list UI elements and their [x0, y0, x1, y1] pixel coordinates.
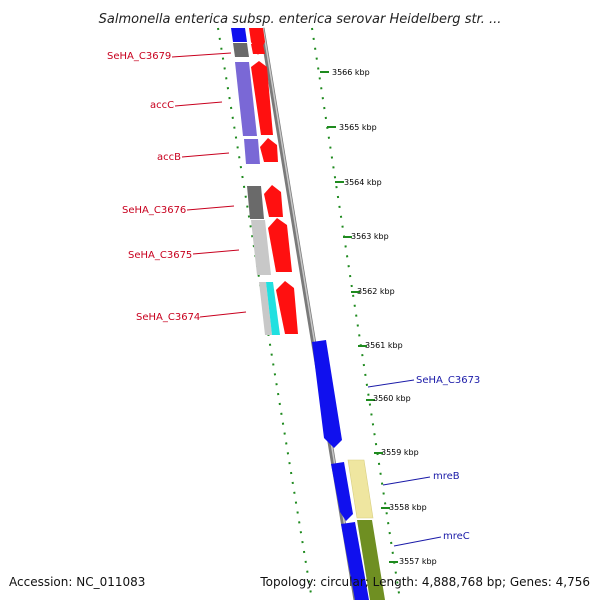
gene-label-seha-c3679[interactable]: SeHA_C3679	[107, 51, 171, 62]
kbp-label: 3562 kbp	[357, 287, 395, 296]
gene-label-mrec[interactable]: mreC	[443, 531, 470, 542]
topology-text: Topology: circular; Length: 4,888,768 bp…	[259, 575, 590, 589]
gene-arrow-mrec[interactable]	[341, 522, 369, 600]
kbp-ticks	[320, 71, 398, 563]
gene-arrow-seha-c3679[interactable]	[251, 44, 265, 54]
gene-callout-accb[interactable]: accB	[157, 152, 230, 163]
gene-callout-seha-c3673[interactable]: SeHA_C3673	[367, 375, 480, 388]
kbp-label: 3563 kbp	[351, 232, 389, 241]
cog-bar-mreb[interactable]	[347, 459, 374, 519]
gene-label-seha-c3676[interactable]: SeHA_C3676	[122, 205, 186, 216]
gene-label-seha-c3674[interactable]: SeHA_C3674	[136, 312, 200, 323]
accession-text: Accession: NC_011083	[9, 575, 145, 589]
kbp-label: 3558 kbp	[389, 503, 427, 512]
gene-callout-seha-c3675[interactable]: SeHA_C3675	[128, 249, 240, 261]
gene-label-mreb[interactable]: mreB	[433, 471, 460, 482]
gene-callout-accc[interactable]: accC	[150, 100, 223, 111]
gene-callout-mreb[interactable]: mreB	[382, 471, 460, 486]
kbp-label: 3565 kbp	[339, 123, 377, 132]
gene-arrow-seha-c3676[interactable]	[264, 185, 283, 217]
gene-arrow-accb[interactable]	[260, 138, 278, 162]
cog-bar-mrec[interactable]	[357, 520, 385, 600]
gene-label-seha-c3675[interactable]: SeHA_C3675	[128, 250, 192, 261]
gene-arrow-accc[interactable]	[251, 61, 273, 135]
gene-callout-seha-c3679[interactable]: SeHA_C3679	[107, 51, 232, 62]
cog-bar-seha-c3674[interactable]	[259, 282, 280, 335]
gene-callout-mrec[interactable]: mreC	[393, 531, 470, 547]
cog-bar-seha-c3675[interactable]	[251, 220, 271, 275]
kbp-label: 3566 kbp	[332, 68, 370, 77]
cog-bar-seha-c3676[interactable]	[247, 186, 264, 219]
gene-arrow-seha-c3675[interactable]	[268, 218, 292, 272]
kbp-label: 3559 kbp	[381, 448, 419, 457]
cog-bar-accb[interactable]	[244, 139, 260, 164]
gene-arrow-mreb[interactable]	[331, 462, 353, 521]
gene-label-seha-c3673[interactable]: SeHA_C3673	[416, 375, 480, 386]
gene-arrow-seha-c3674[interactable]	[276, 281, 298, 334]
gene-arrow-seha-c3673[interactable]	[312, 340, 342, 448]
gene-callout-seha-c3676[interactable]: SeHA_C3676	[122, 205, 235, 216]
gene-label-accc[interactable]: accC	[150, 100, 174, 111]
cog-bar-accc[interactable]	[235, 62, 257, 136]
cog-bar-top[interactable]	[231, 28, 249, 57]
kbp-label: 3564 kbp	[344, 178, 382, 187]
gene-callout-seha-c3674[interactable]: SeHA_C3674	[136, 311, 247, 323]
gene-label-accb[interactable]: accB	[157, 152, 181, 163]
map-title: Salmonella enterica subsp. enterica sero…	[99, 12, 502, 27]
kbp-label: 3557 kbp	[399, 557, 437, 566]
kbp-label: 3561 kbp	[365, 341, 403, 350]
kbp-label: 3560 kbp	[373, 394, 411, 403]
